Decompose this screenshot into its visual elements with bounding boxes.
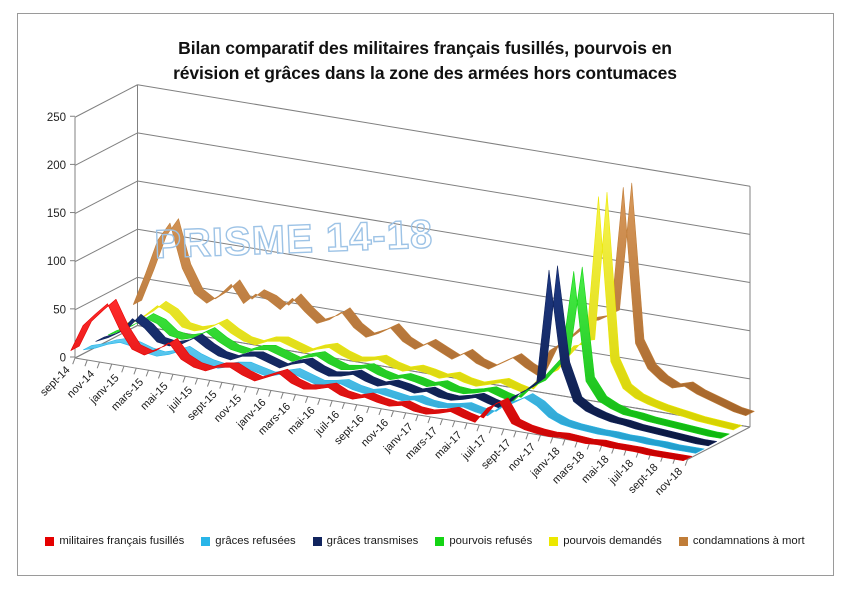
legend-item-label: pourvois demandés — [563, 535, 662, 547]
title-line-1: Bilan comparatif des militaires français… — [178, 38, 672, 58]
legend-item-label: militaires français fusillés — [59, 535, 185, 547]
page-title: Bilan comparatif des militaires français… — [60, 36, 790, 87]
legend-item-label: condamnations à mort — [692, 535, 805, 547]
legend-item-2[interactable]: grâces transmises — [312, 535, 419, 547]
legend-item-label: grâces refusées — [215, 535, 296, 547]
legend-swatch-icon — [435, 537, 445, 547]
legend-swatch-icon — [312, 537, 322, 547]
legend-item-3[interactable]: pourvois refusés — [435, 535, 533, 547]
chart-legend: militaires français fusillés grâces refus… — [22, 535, 828, 547]
legend-item-5[interactable]: condamnations à mort — [678, 535, 805, 547]
chart-frame — [17, 13, 834, 576]
legend-swatch-icon — [678, 537, 688, 547]
legend-item-4[interactable]: pourvois demandés — [549, 535, 662, 547]
legend-item-label: grâces transmises — [326, 535, 419, 547]
legend-swatch-icon — [45, 537, 55, 547]
legend-item-0[interactable]: militaires français fusillés — [45, 535, 185, 547]
legend-item-label: pourvois refusés — [449, 535, 533, 547]
legend-item-1[interactable]: grâces refusées — [201, 535, 296, 547]
title-line-2: révision et grâces dans la zone des armé… — [173, 63, 677, 84]
legend-swatch-icon — [201, 537, 211, 547]
legend-swatch-icon — [549, 537, 559, 547]
